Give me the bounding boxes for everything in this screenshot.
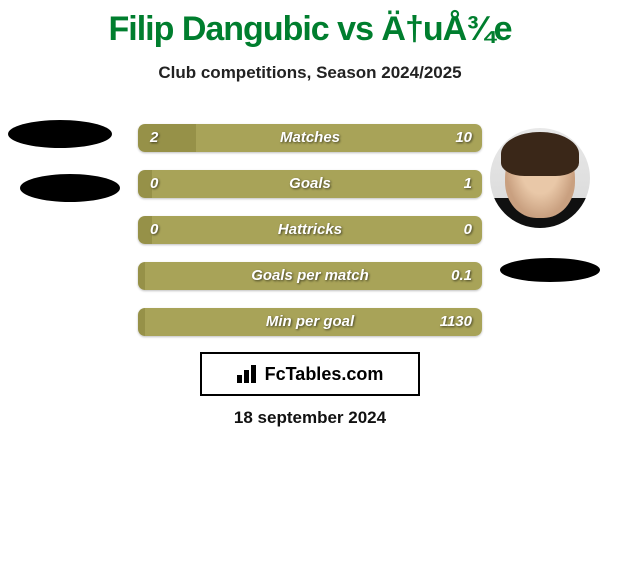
subtitle: Club competitions, Season 2024/2025: [0, 63, 620, 83]
bar-chart-icon: [237, 365, 259, 383]
stat-label: Min per goal: [138, 308, 482, 336]
player-right: [490, 120, 620, 228]
stat-label: Hattricks: [138, 216, 482, 244]
player-right-avatar: [490, 128, 590, 228]
date-label: 18 september 2024: [0, 408, 620, 428]
stat-row: 01Goals: [138, 170, 482, 198]
decorative-ellipse: [8, 120, 112, 148]
decorative-ellipse: [500, 258, 600, 282]
logo-box: FcTables.com: [200, 352, 420, 396]
stat-label: Matches: [138, 124, 482, 152]
stat-row: 00Hattricks: [138, 216, 482, 244]
logo-text: FcTables.com: [265, 364, 384, 385]
stat-row: 1130Min per goal: [138, 308, 482, 336]
stat-label: Goals per match: [138, 262, 482, 290]
comparison-bars: 210Matches 01Goals 00Hattricks 0.1Goals per…: [138, 124, 482, 354]
stat-label: Goals: [138, 170, 482, 198]
page-title: Filip Dangubic vs Ä†uÅ¾e: [0, 0, 620, 49]
stat-row: 210Matches: [138, 124, 482, 152]
decorative-ellipse: [20, 174, 120, 202]
stat-row: 0.1Goals per match: [138, 262, 482, 290]
